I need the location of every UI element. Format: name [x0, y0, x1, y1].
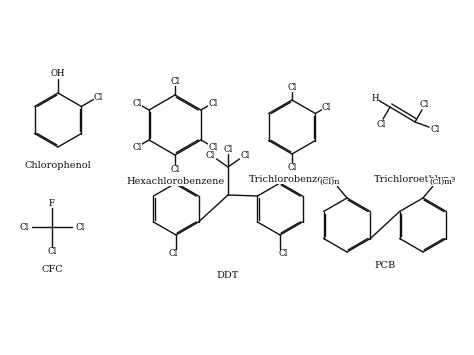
Text: Cl: Cl [278, 250, 288, 258]
Text: Cl: Cl [75, 223, 85, 231]
Text: F: F [49, 198, 55, 208]
Text: Chlorophenol: Chlorophenol [25, 160, 91, 169]
Text: Cl: Cl [206, 152, 215, 160]
Text: OH: OH [51, 70, 65, 78]
Text: (Cl)n: (Cl)n [319, 178, 339, 186]
Text: Cl: Cl [322, 103, 331, 111]
Text: Cl: Cl [287, 82, 297, 92]
Text: Cl: Cl [209, 142, 218, 152]
Text: Hexachlorobenzene: Hexachlorobenzene [126, 176, 224, 186]
Text: PCB: PCB [374, 261, 396, 269]
Text: Cl: Cl [170, 76, 180, 86]
Text: CFC: CFC [41, 264, 63, 273]
Text: Cl: Cl [241, 152, 250, 160]
Text: DDT: DDT [217, 271, 239, 279]
Text: Cl: Cl [209, 98, 218, 108]
Text: Cl: Cl [47, 247, 57, 257]
Text: Cl: Cl [168, 250, 178, 258]
Text: Cl: Cl [287, 163, 297, 171]
Text: Cl: Cl [223, 144, 233, 153]
Text: Trichloroethlyne: Trichloroethlyne [374, 175, 456, 185]
Text: (Cl)m: (Cl)m [429, 178, 452, 186]
Text: Trichlorobenzene: Trichlorobenzene [248, 175, 336, 184]
Text: Cl: Cl [94, 93, 103, 102]
Text: Cl: Cl [132, 98, 142, 108]
Text: Cl: Cl [419, 100, 428, 109]
Text: Cl: Cl [170, 164, 180, 174]
Text: H: H [372, 94, 380, 103]
Text: Cl: Cl [132, 142, 142, 152]
Text: Cl: Cl [376, 120, 386, 129]
Text: Cl: Cl [19, 223, 29, 231]
Text: Cl: Cl [430, 125, 440, 133]
